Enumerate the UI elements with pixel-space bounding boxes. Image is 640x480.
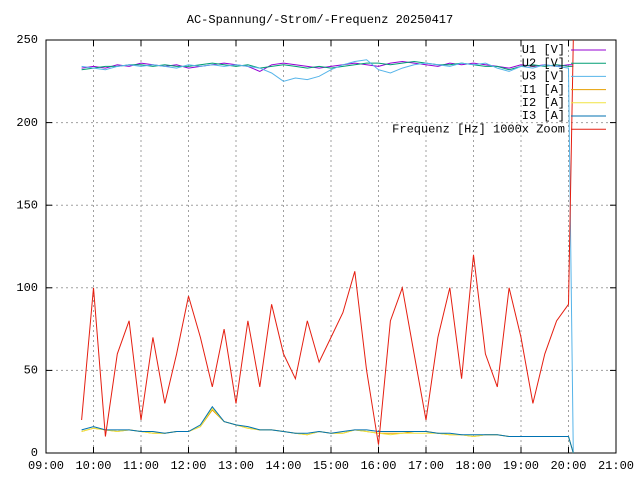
y-tick-label: 50 xyxy=(24,364,38,378)
legend-label: U3 [V] xyxy=(522,70,565,84)
data-line xyxy=(81,39,574,445)
y-tick-label: 250 xyxy=(16,33,38,47)
data-line xyxy=(81,60,574,71)
chart-title: AC-Spannung/-Strom/-Frequenz 20250417 xyxy=(187,13,453,27)
x-tick-label: 20:00 xyxy=(550,459,586,473)
plot-frame xyxy=(45,39,617,454)
x-tick-label: 11:00 xyxy=(123,459,159,473)
x-tick-label: 16:00 xyxy=(360,459,396,473)
legend-label: Frequenz [Hz] 1000x Zoom xyxy=(392,122,565,136)
x-tick-label: 21:00 xyxy=(598,459,634,473)
data-line xyxy=(81,405,574,454)
y-tick-label: 200 xyxy=(16,116,38,130)
legend-label: I1 [A] xyxy=(522,83,565,97)
x-tick-label: 18:00 xyxy=(455,459,491,473)
y-tick-label: 100 xyxy=(16,281,38,295)
legend-label: U1 [V] xyxy=(522,43,565,57)
x-tick-label: 10:00 xyxy=(75,459,111,473)
x-tick-label: 12:00 xyxy=(170,459,206,473)
y-tick-label: 150 xyxy=(16,198,38,212)
y-tick-label: 0 xyxy=(31,446,38,460)
x-tick-label: 13:00 xyxy=(218,459,254,473)
legend-label: I3 [A] xyxy=(522,109,565,123)
legend-label: I2 [A] xyxy=(522,96,565,110)
x-tick-label: 17:00 xyxy=(408,459,444,473)
x-tick-label: 15:00 xyxy=(313,459,349,473)
x-tick-label: 14:00 xyxy=(265,459,301,473)
data-line xyxy=(81,59,574,454)
x-tick-label: 09:00 xyxy=(28,459,64,473)
x-tick-label: 19:00 xyxy=(503,459,539,473)
legend-label: U2 [V] xyxy=(522,56,565,70)
